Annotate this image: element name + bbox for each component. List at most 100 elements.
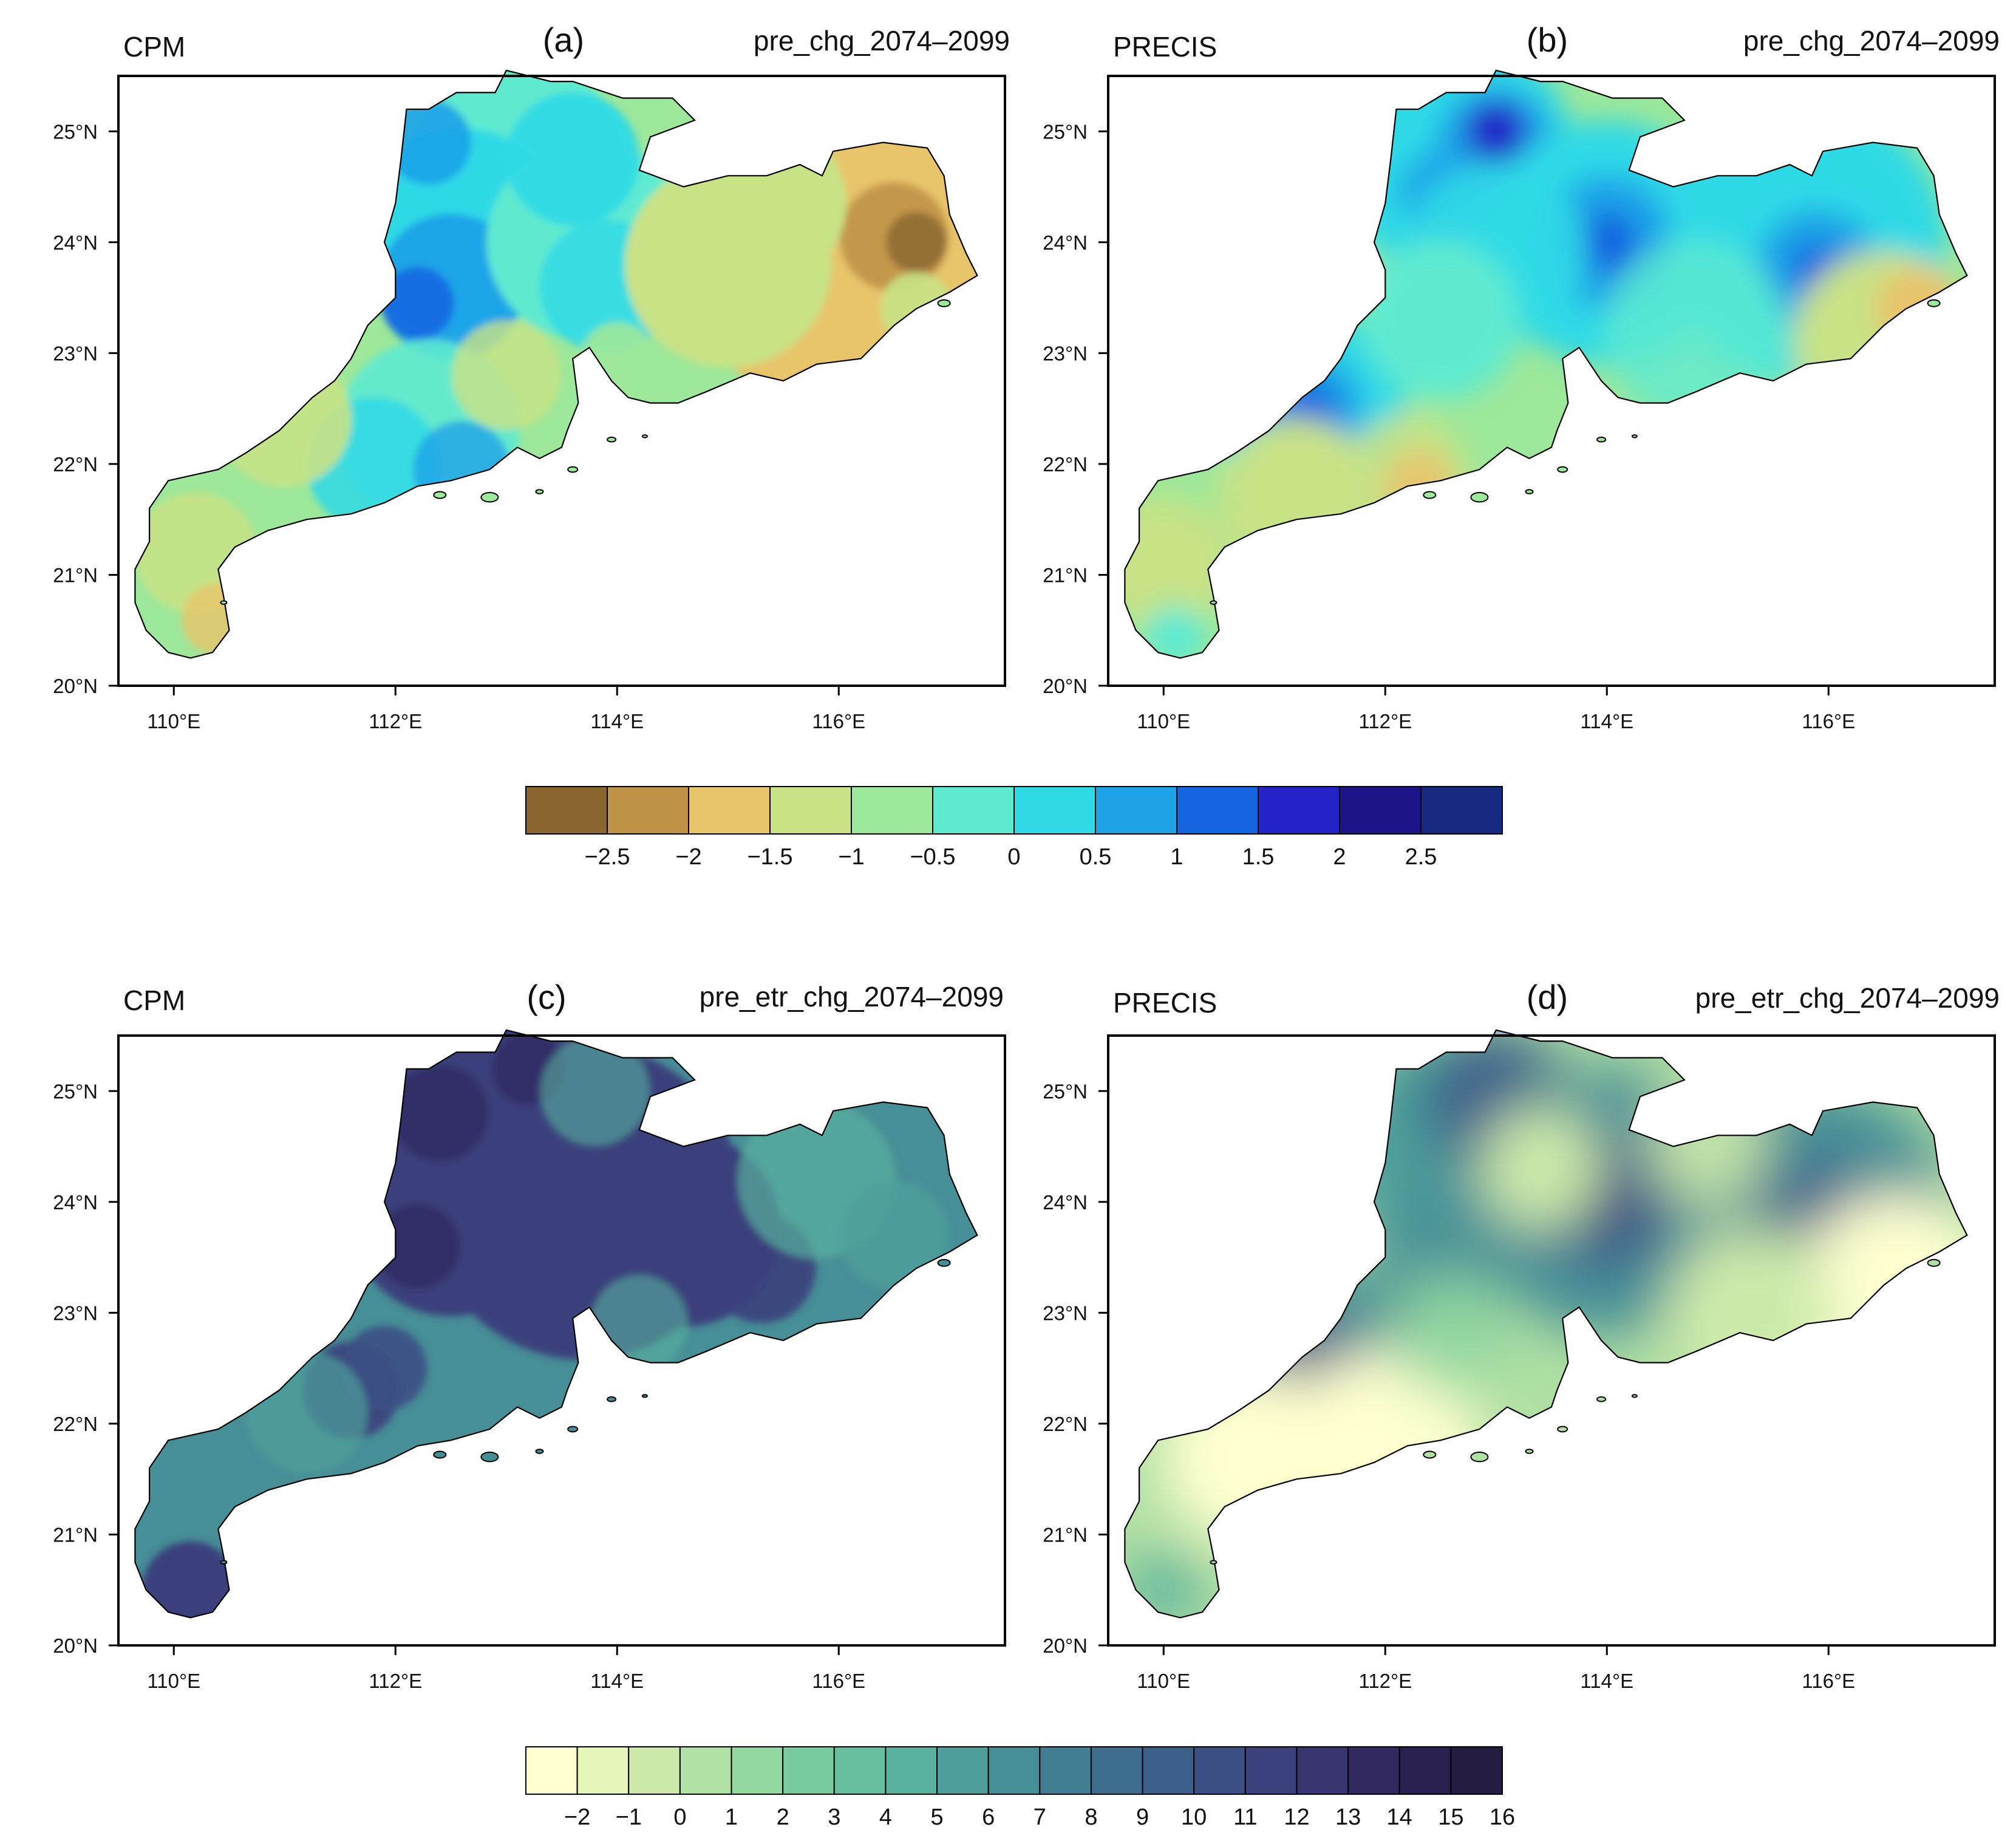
axis-ticks: 110°E 112°E 114°E 116°E 20°N 21°N 22°N 23°N 24°N… xyxy=(1043,1080,1855,1692)
colorbar-tick-label: 1 xyxy=(725,1805,738,1830)
colorbar-swatch xyxy=(936,1746,989,1795)
lat-tick-label: 24°N xyxy=(1043,231,1088,254)
lon-tick-label: 110°E xyxy=(147,710,200,732)
colorbar-tick-label: 2 xyxy=(1333,844,1346,870)
island xyxy=(1210,600,1217,605)
lon-tick-label: 112°E xyxy=(1358,1670,1412,1692)
colorbar-tick-label: 2 xyxy=(777,1805,789,1830)
plot-frame xyxy=(117,75,1006,687)
variable-label: pre_chg_2074–2099 xyxy=(1743,25,2000,56)
axis-ticks: 110°E 112°E 114°E 116°E 20°N 21°N 22°N 23°N 24°N… xyxy=(1043,120,1855,732)
island xyxy=(220,1560,228,1565)
island xyxy=(1557,466,1568,473)
colorbar-swatch xyxy=(833,1746,887,1795)
colorbar-labels: −2 −1 0 1 2 3 4 5 6 7 8 9 10 11 12 13 14 15 16 xyxy=(564,1805,1515,1830)
colorbar-tick-label: 4 xyxy=(879,1805,892,1830)
islands xyxy=(220,299,951,605)
colorbar-tick-label: −0.5 xyxy=(910,844,955,870)
island xyxy=(433,491,447,499)
colorbar-tick-label: −2 xyxy=(564,1805,590,1830)
colorbar-swatch xyxy=(1193,1746,1246,1795)
colorbar-swatches xyxy=(525,786,1503,835)
colorbar-swatch xyxy=(1296,1746,1349,1795)
colorbar-swatch xyxy=(1347,1746,1400,1795)
colorbar-swatch xyxy=(688,786,771,835)
colorbar-tick-label: 16 xyxy=(1490,1805,1515,1830)
precipitation-field xyxy=(135,70,978,658)
lat-tick-label: 20°N xyxy=(53,1634,98,1657)
field-cell xyxy=(246,1351,368,1473)
lat-tick-label: 21°N xyxy=(1043,564,1088,586)
colorbar-tick-label: 11 xyxy=(1233,1805,1257,1830)
island xyxy=(433,1450,447,1459)
precipitation-field xyxy=(135,1030,978,1618)
island xyxy=(641,434,648,439)
colorbar-tick-label: 9 xyxy=(1136,1805,1149,1830)
plot-frame xyxy=(1107,1034,1996,1647)
field-cell xyxy=(1793,251,1967,434)
colorbar-swatch xyxy=(932,786,1015,835)
field-cell xyxy=(1479,1108,1601,1230)
islands xyxy=(1210,1258,1941,1565)
field-cell xyxy=(381,267,454,340)
island xyxy=(535,489,544,494)
colorbar-swatch xyxy=(1176,786,1259,835)
colorbar-tick-label: 12 xyxy=(1284,1805,1309,1830)
field-cell xyxy=(451,320,561,430)
colorbar-tick-label: 2.5 xyxy=(1405,844,1437,870)
lon-tick-label: 110°E xyxy=(1137,1670,1190,1692)
field-cell xyxy=(1382,449,1455,523)
colorbar-tick-label: 0.5 xyxy=(1080,844,1112,870)
colorbar-swatch xyxy=(679,1746,732,1795)
model-label: CPM xyxy=(123,31,185,63)
colorbar-tick-label: 6 xyxy=(982,1805,995,1830)
islands xyxy=(1210,299,1941,605)
lat-tick-label: 24°N xyxy=(53,1191,98,1214)
variable-label: pre_etr_chg_2074–2099 xyxy=(1695,982,2000,1014)
island xyxy=(937,299,951,307)
island xyxy=(1525,489,1534,494)
colorbar-swatch xyxy=(525,1746,578,1795)
colorbar-swatch xyxy=(1420,786,1503,835)
island xyxy=(1525,1449,1534,1454)
panel-letter: (d) xyxy=(1527,978,1568,1016)
lon-tick-label: 112°E xyxy=(1358,710,1412,732)
colorbar-tick-label: −1 xyxy=(838,844,864,870)
colorbar-tick-label: 0 xyxy=(1007,844,1020,870)
field-cell xyxy=(886,211,947,273)
island xyxy=(641,1394,648,1398)
field-cell xyxy=(1666,1228,1836,1398)
colorbar-tick-label: 0 xyxy=(673,1805,686,1830)
field-cell xyxy=(590,1275,688,1373)
colorbar-swatch xyxy=(885,1746,938,1795)
colorbar-swatch xyxy=(1244,1746,1298,1795)
island xyxy=(480,492,499,503)
field-cell xyxy=(1576,211,1638,273)
colorbar-swatch xyxy=(1090,1746,1143,1795)
field-cell xyxy=(1465,101,1527,162)
coastline xyxy=(1124,1029,1968,1619)
lat-tick-label: 23°N xyxy=(53,1302,98,1324)
field-cell xyxy=(1604,239,1787,422)
island xyxy=(1557,1426,1568,1433)
island xyxy=(607,1396,617,1402)
model-label: PRECIS xyxy=(1113,31,1217,63)
lon-tick-label: 114°E xyxy=(1580,710,1633,732)
colorbar-swatch xyxy=(1142,1746,1195,1795)
island xyxy=(1596,1396,1607,1402)
island xyxy=(535,1449,544,1454)
colorbar-pre-etr-chg: −2 −1 0 1 2 3 4 5 6 7 8 9 10 11 12 13 14 15 16 xyxy=(525,1746,1515,1830)
map-panel-a: CPM (a) pre_chg_2074–2099 110°E 112°E 114°… xyxy=(53,21,1010,732)
colorbar-swatch xyxy=(607,786,689,835)
field-cell xyxy=(839,1180,949,1290)
lon-tick-label: 114°E xyxy=(590,1670,644,1692)
island xyxy=(567,1426,579,1433)
coastline xyxy=(134,1029,978,1619)
field-cell xyxy=(506,92,640,226)
colorbar-tick-label: −2 xyxy=(675,844,701,870)
colorbar-tick-label: 14 xyxy=(1387,1805,1412,1830)
island xyxy=(1927,1258,1941,1267)
island xyxy=(1210,1560,1217,1565)
colorbar-labels: −2.5 −2 −1.5 −1 −0.5 0 0.5 1 1.5 2 2.5 xyxy=(584,844,1437,870)
lat-tick-label: 22°N xyxy=(1043,453,1088,476)
